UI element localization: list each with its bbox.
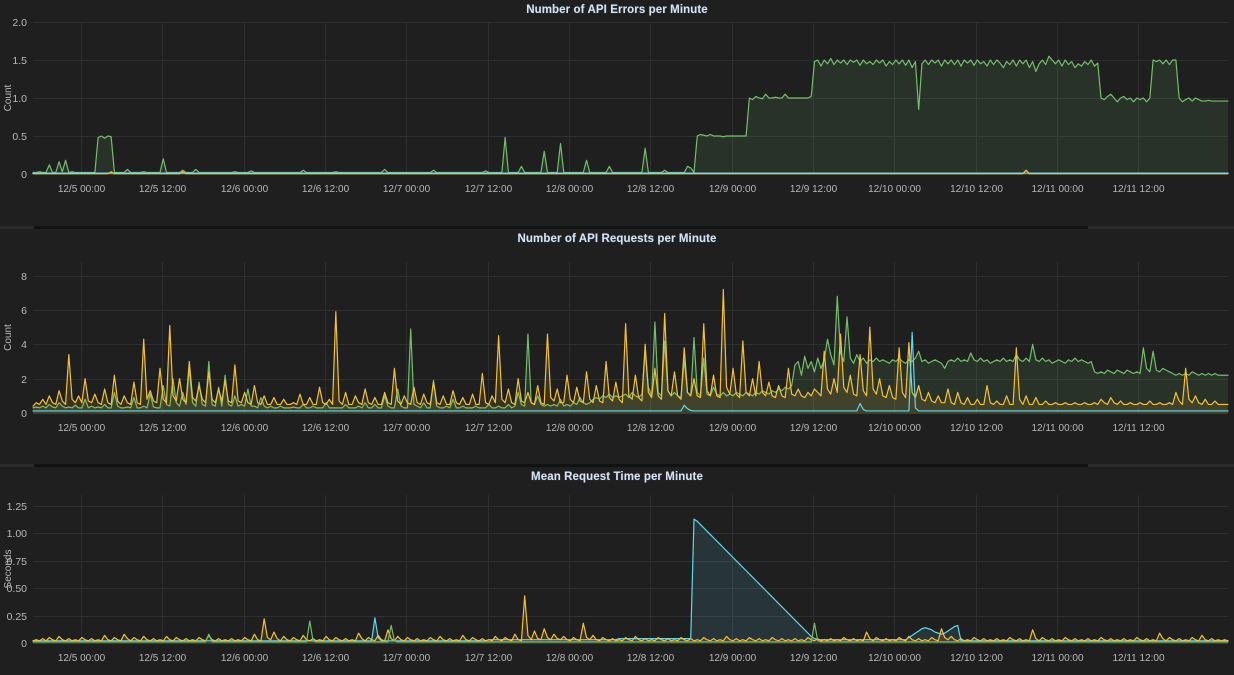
series-line-requests-green [32, 295, 1229, 409]
svg-text:Seconds: Seconds [3, 549, 14, 588]
series-area-errors-green [33, 56, 1228, 175]
svg-text:12/10 00:00: 12/10 00:00 [868, 423, 921, 434]
panel-separator-1 [0, 225, 1234, 229]
svg-text:12/7 00:00: 12/7 00:00 [383, 653, 431, 664]
svg-text:12/11 12:00: 12/11 12:00 [1112, 423, 1165, 434]
svg-text:12/5 00:00: 12/5 00:00 [58, 423, 106, 434]
svg-text:12/8 00:00: 12/8 00:00 [546, 184, 594, 195]
svg-text:6: 6 [21, 305, 27, 317]
svg-text:0.50: 0.50 [7, 583, 28, 595]
svg-text:Count: Count [3, 84, 14, 111]
svg-text:0: 0 [21, 169, 27, 181]
svg-text:12/11 12:00: 12/11 12:00 [1112, 184, 1165, 195]
series-area-requests-yellow [33, 289, 1228, 413]
series-line-latency-green [32, 620, 1229, 643]
series-area-latency-cyan [33, 518, 1228, 643]
series-line-latency-yellow [32, 595, 1229, 642]
svg-text:12/7 12:00: 12/7 12:00 [465, 184, 513, 195]
panel-title-api-requests: Number of API Requests per Minute [517, 232, 717, 245]
series-line-requests-yellow [32, 288, 1229, 407]
panel-resize-handle-right-2[interactable] [1088, 463, 1234, 467]
svg-text:12/5 00:00: 12/5 00:00 [58, 653, 106, 664]
svg-text:8: 8 [21, 271, 27, 283]
svg-text:12/8 00:00: 12/8 00:00 [546, 653, 594, 664]
svg-text:12/5 00:00: 12/5 00:00 [58, 184, 106, 195]
svg-text:12/8 12:00: 12/8 12:00 [627, 653, 675, 664]
svg-text:12/10 12:00: 12/10 12:00 [950, 184, 1003, 195]
panel-mean-request-time[interactable]: Mean Request Time per Minute 0 0.25 0.50 0.… [0, 466, 1234, 675]
svg-text:12/7 00:00: 12/7 00:00 [383, 184, 431, 195]
svg-text:12/11 12:00: 12/11 12:00 [1112, 653, 1165, 664]
svg-text:12/11 00:00: 12/11 00:00 [1031, 653, 1084, 664]
svg-text:0: 0 [21, 638, 27, 650]
svg-text:12/6 12:00: 12/6 12:00 [302, 184, 350, 195]
svg-text:12/5 12:00: 12/5 12:00 [139, 184, 187, 195]
svg-text:12/10 12:00: 12/10 12:00 [950, 653, 1003, 664]
svg-text:12/8 00:00: 12/8 00:00 [546, 423, 594, 434]
svg-text:12/5 12:00: 12/5 12:00 [139, 423, 187, 434]
panel-resize-handle-left[interactable] [0, 225, 34, 229]
svg-text:12/10 12:00: 12/10 12:00 [950, 423, 1003, 434]
svg-text:12/7 00:00: 12/7 00:00 [383, 423, 431, 434]
svg-text:12/6 12:00: 12/6 12:00 [302, 423, 350, 434]
svg-text:0.75: 0.75 [7, 556, 28, 568]
svg-text:12/7 12:00: 12/7 12:00 [465, 653, 513, 664]
svg-text:12/9 12:00: 12/9 12:00 [790, 184, 838, 195]
svg-text:1.25: 1.25 [7, 501, 28, 513]
svg-text:12/6 00:00: 12/6 00:00 [221, 423, 269, 434]
svg-text:12/9 00:00: 12/9 00:00 [709, 423, 757, 434]
svg-text:12/10 00:00: 12/10 00:00 [868, 653, 921, 664]
svg-text:12/10 00:00: 12/10 00:00 [868, 184, 921, 195]
series-line-errors-green [32, 55, 1229, 174]
svg-text:12/9 00:00: 12/9 00:00 [709, 184, 757, 195]
panel-separator-2 [0, 463, 1234, 467]
svg-text:Count: Count [3, 324, 14, 351]
panel-resize-handle-right[interactable] [1088, 225, 1234, 229]
panel-api-requests[interactable]: Number of API Requests per Minute 0 2 4 6 8 C… [0, 228, 1234, 464]
series-line-latency-cyan [32, 518, 1229, 642]
svg-text:12/9 12:00: 12/9 12:00 [790, 653, 838, 664]
svg-text:0: 0 [21, 408, 27, 420]
svg-text:12/6 00:00: 12/6 00:00 [221, 184, 269, 195]
svg-text:12/8 12:00: 12/8 12:00 [627, 423, 675, 434]
svg-text:0.25: 0.25 [7, 611, 28, 623]
svg-text:0.5: 0.5 [12, 131, 27, 143]
panel-title-api-errors: Number of API Errors per Minute [526, 4, 708, 16]
svg-text:1.0: 1.0 [12, 93, 27, 105]
panel-api-errors[interactable]: Number of API Errors per Minute 0 0.5 1.0 1… [0, 0, 1234, 226]
series-line-requests-cyan [32, 331, 1229, 412]
svg-text:2: 2 [21, 374, 27, 386]
series-line-errors-yellow [32, 169, 1229, 175]
chart-svg-number-of-api-errors-per-minute: 0 0.5 1.0 1.5 2.0 Count 12/5 00:00 12/5 12:00 12… [3, 17, 1229, 195]
svg-text:4: 4 [21, 339, 27, 351]
svg-text:2.0: 2.0 [12, 17, 27, 29]
chart-api-requests[interactable]: 0 2 4 6 8 Count 12/5 00:00 12/5 12:00 12/6 00:00… [0, 229, 1234, 464]
chart-api-errors[interactable]: 0 0.5 1.0 1.5 2.0 Count 12/5 00:00 12/5 12:00 12… [0, 0, 1234, 226]
svg-text:12/9 12:00: 12/9 12:00 [790, 423, 838, 434]
series-area-requests-green [33, 296, 1228, 413]
panel-resize-handle-left-2[interactable] [0, 463, 34, 467]
svg-text:12/7 12:00: 12/7 12:00 [465, 423, 513, 434]
svg-text:12/8 12:00: 12/8 12:00 [627, 184, 675, 195]
chart-svg-mean-request-time-per-minute: 0 0.25 0.50 0.75 1.00 1.25 Seconds 12/5 00:00 12… [3, 494, 1229, 664]
svg-text:12/9 00:00: 12/9 00:00 [709, 653, 757, 664]
chart-mean-request-time[interactable]: 0 0.25 0.50 0.75 1.00 1.25 Seconds 12/5 00:00 12… [0, 467, 1234, 675]
series-area-latency-yellow [33, 595, 1228, 643]
svg-text:12/6 12:00: 12/6 12:00 [302, 653, 350, 664]
svg-text:12/6 00:00: 12/6 00:00 [221, 653, 269, 664]
svg-text:12/5 12:00: 12/5 12:00 [139, 653, 187, 664]
panel-title-mean-request-time: Mean Request Time per Minute [531, 470, 703, 483]
svg-text:1.00: 1.00 [7, 528, 28, 540]
chart-svg-number-of-api-requests-per-minute: 0 2 4 6 8 Count 12/5 00:00 12/5 12:00 12/6 00:00… [3, 261, 1229, 434]
svg-text:1.5: 1.5 [12, 55, 27, 67]
svg-text:12/11 00:00: 12/11 00:00 [1031, 184, 1084, 195]
svg-text:12/11 00:00: 12/11 00:00 [1031, 423, 1084, 434]
